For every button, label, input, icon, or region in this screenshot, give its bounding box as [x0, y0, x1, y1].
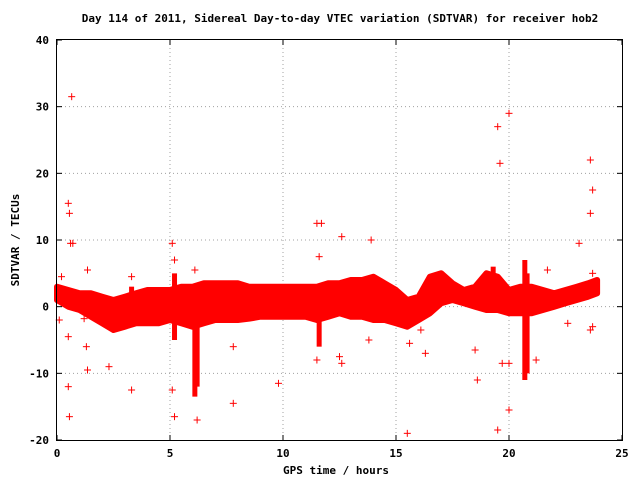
data-point: [336, 353, 343, 361]
axis-ticks: 0 5 10 15 20 25 -20 -10 0 10 20 30 40: [29, 34, 629, 460]
y-tick-label: 30: [36, 101, 49, 114]
data-point: [498, 359, 506, 367]
data-point: [65, 209, 73, 217]
data-point: [64, 199, 72, 207]
data-point: [80, 315, 88, 323]
data-point: [69, 239, 77, 247]
data-point: [589, 323, 597, 331]
y-tick-label: 20: [36, 167, 49, 180]
data-point: [421, 349, 429, 357]
data-point: [505, 109, 513, 117]
plot-frame: [56, 39, 623, 441]
y-tick-label: 40: [36, 34, 49, 47]
y-tick-label: -20: [29, 434, 49, 447]
data-point: [365, 336, 373, 344]
data-point: [589, 269, 597, 277]
data-point: [65, 413, 73, 421]
data-band: [54, 270, 601, 333]
data-point: [532, 356, 540, 364]
chart-title: Day 114 of 2011, Sidereal Day-to-day VTE…: [82, 12, 599, 25]
data-point: [367, 236, 375, 244]
y-tick-label: -10: [29, 367, 49, 380]
x-axis-label: GPS time / hours: [283, 464, 389, 477]
data-point: [128, 386, 136, 394]
data-point: [505, 359, 513, 367]
data-point: [171, 413, 179, 421]
x-tick-label: 10: [276, 447, 289, 460]
data-point: [84, 266, 92, 274]
grid-lines: [57, 40, 622, 440]
data-point: [315, 253, 323, 261]
data-point: [82, 343, 90, 351]
y-tick-label: 0: [42, 301, 49, 314]
data-point: [191, 266, 199, 274]
data-point: [168, 386, 176, 394]
data-point: [406, 339, 414, 347]
data-point: [105, 363, 113, 371]
data-point: [64, 383, 72, 391]
data-point: [494, 426, 502, 434]
x-tick-label: 20: [502, 447, 515, 460]
x-tick-label: 0: [54, 447, 61, 460]
data-point: [586, 209, 594, 217]
data-point: [575, 239, 583, 247]
data-points: [54, 93, 601, 437]
data-point: [586, 156, 594, 164]
data-point: [505, 406, 513, 414]
x-tick-label: 15: [389, 447, 402, 460]
data-point: [589, 186, 597, 194]
data-point: [417, 326, 425, 334]
data-point: [274, 379, 282, 387]
data-point: [62, 296, 70, 304]
x-tick-label: 25: [615, 447, 628, 460]
data-point: [229, 343, 237, 351]
data-point: [543, 266, 551, 274]
y-tick-label: 10: [36, 234, 49, 247]
data-point: [338, 359, 346, 367]
data-point: [168, 239, 176, 247]
data-point: [64, 333, 72, 341]
data-point: [229, 399, 237, 407]
data-point: [58, 273, 66, 281]
y-axis-label: SDTVAR / TECUs: [9, 194, 22, 287]
data-point: [128, 273, 136, 281]
data-point: [473, 376, 481, 384]
data-point: [403, 429, 411, 437]
data-point: [317, 219, 325, 227]
data-point: [84, 366, 92, 374]
data-point: [338, 233, 346, 241]
data-point: [494, 123, 502, 131]
data-point: [193, 416, 201, 424]
data-point: [171, 256, 179, 264]
data-point: [471, 346, 479, 354]
x-tick-label: 5: [167, 447, 174, 460]
data-point: [68, 93, 76, 101]
data-point: [496, 159, 504, 167]
data-point: [313, 356, 321, 364]
data-point: [564, 319, 572, 327]
